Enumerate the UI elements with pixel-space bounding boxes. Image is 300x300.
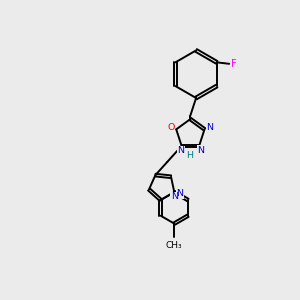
Text: F: F xyxy=(231,59,237,69)
Text: N: N xyxy=(197,146,204,155)
Text: N: N xyxy=(178,146,184,155)
Text: H: H xyxy=(186,151,194,160)
Text: CH₃: CH₃ xyxy=(166,241,183,250)
Text: N: N xyxy=(171,192,178,201)
Text: N: N xyxy=(176,189,183,198)
Text: N: N xyxy=(206,123,213,132)
Text: O: O xyxy=(167,123,175,132)
